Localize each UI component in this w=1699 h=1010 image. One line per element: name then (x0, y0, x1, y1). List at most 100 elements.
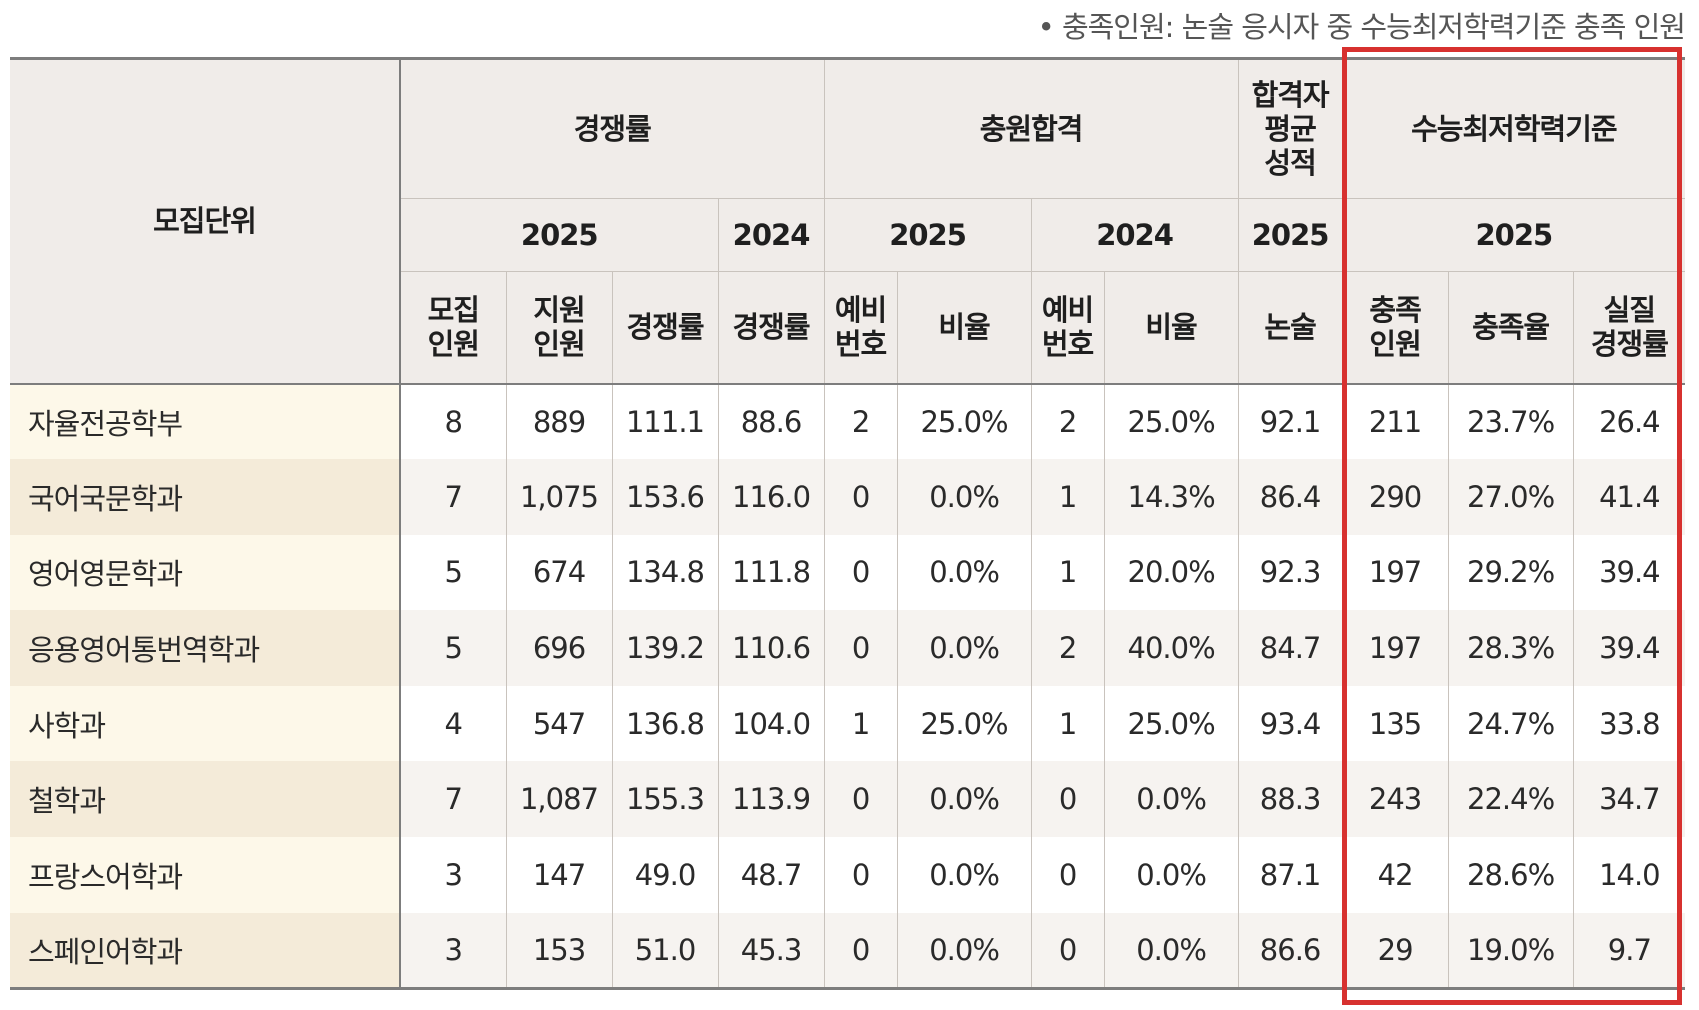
table-cell: 0 (1031, 912, 1105, 990)
column-header-line: 인원 (1369, 327, 1421, 362)
table-row: 국어국문학과 7 1,075 153.6 116.0 0 0.0% 1 14.3% 86.4 290… (10, 459, 1686, 535)
column-header-line: 경쟁률 (626, 310, 704, 345)
table-cell: 1,075 (506, 459, 613, 535)
table-cell: 42 (1342, 837, 1449, 913)
table-cell: 25.0% (1104, 685, 1239, 762)
table-cell: 153.6 (612, 459, 719, 535)
table-cell: 41.4 (1573, 459, 1686, 535)
table-cell: 86.6 (1238, 912, 1343, 990)
column-header-line: 지원 (533, 293, 585, 328)
table-cell: 139.2 (612, 610, 719, 686)
table-cell: 84.7 (1238, 610, 1343, 686)
table-cell: 111.8 (718, 534, 825, 611)
group-average-score: 합격자 평균 성적 (1238, 57, 1343, 199)
table-cell: 25.0% (897, 685, 1032, 762)
table-row: 스페인어학과 3 153 51.0 45.3 0 0.0% 0 0.0% 86.6 29 19.0% 9… (10, 912, 1686, 990)
table-row: 프랑스어학과 3 147 49.0 48.7 0 0.0% 0 0.0% 87.1 42 28.6% 1… (10, 837, 1686, 913)
column-header-line: 번호 (1041, 327, 1094, 362)
table-cell: 9.7 (1573, 912, 1686, 990)
table-cell: 197 (1342, 534, 1449, 611)
table-row: 철학과 7 1,087 155.3 113.9 0 0.0% 0 0.0% 88.3 243 22.4… (10, 761, 1686, 838)
group-average-score-line: 성적 (1264, 146, 1316, 181)
column-header: 실질 경쟁률 (1573, 271, 1686, 385)
column-header-line: 모집 (427, 293, 480, 328)
column-header-line: 경쟁률 (732, 310, 811, 345)
column-header-line: 예비 (1041, 293, 1094, 328)
unit-name: 자율전공학부 (10, 383, 401, 460)
table-cell: 104.0 (718, 685, 825, 762)
table-cell: 0 (824, 459, 898, 535)
table-cell: 0.0% (1104, 761, 1239, 838)
table-cell: 2 (1031, 383, 1105, 460)
year-header: 2024 (1031, 198, 1239, 272)
table-cell: 29.2% (1448, 534, 1574, 611)
table-cell: 92.1 (1238, 383, 1343, 460)
column-header: 지원 인원 (506, 271, 613, 385)
year-header: 2025 (824, 198, 1032, 272)
table-cell: 147 (506, 837, 613, 913)
table-cell: 116.0 (718, 459, 825, 535)
table-cell: 290 (1342, 459, 1449, 535)
table-header: 모집단위 경쟁률 충원합격 합격자 평균 성적 수능최저학력기준 2025 20… (10, 57, 1686, 385)
table-cell: 19.0% (1448, 912, 1574, 990)
table-cell: 25.0% (1104, 383, 1239, 460)
column-header-line: 번호 (834, 327, 887, 362)
table-cell: 34.7 (1573, 761, 1686, 838)
table-cell: 547 (506, 685, 613, 762)
table-row: 응용영어통번역학과 5 696 139.2 110.6 0 0.0% 2 40.0% 84.7 19… (10, 610, 1686, 686)
footnote: • 충족인원: 논술 응시자 중 수능최저학력기준 충족 인원 (1037, 10, 1686, 44)
unit-name: 응용영어통번역학과 (10, 610, 401, 686)
table-cell: 14.0 (1573, 837, 1686, 913)
table-cell: 1 (824, 685, 898, 762)
column-header-line: 인원 (533, 327, 585, 362)
table-cell: 5 (400, 610, 507, 686)
column-header: 예비 번호 (824, 271, 898, 385)
column-header-line: 인원 (427, 327, 480, 362)
table-cell: 51.0 (612, 912, 719, 990)
column-header-line: 논술 (1264, 310, 1316, 345)
column-header-line: 충족 (1369, 293, 1421, 328)
column-header-line: 충족율 (1472, 310, 1550, 345)
table-cell: 0 (824, 610, 898, 686)
table-cell: 136.8 (612, 685, 719, 762)
table-cell: 3 (400, 837, 507, 913)
group-competition: 경쟁률 (400, 57, 825, 199)
table-cell: 0.0% (897, 761, 1032, 838)
column-header: 충족 인원 (1342, 271, 1449, 385)
table-cell: 113.9 (718, 761, 825, 838)
year-header: 2025 (1238, 198, 1343, 272)
table-cell: 1 (1031, 534, 1105, 611)
unit-name: 철학과 (10, 761, 401, 838)
table-cell: 1 (1031, 459, 1105, 535)
table-cell: 0.0% (1104, 912, 1239, 990)
year-header: 2024 (718, 198, 825, 272)
table-cell: 27.0% (1448, 459, 1574, 535)
table-cell: 22.4% (1448, 761, 1574, 838)
column-header: 경쟁률 (612, 271, 719, 385)
table-cell: 0.0% (897, 837, 1032, 913)
table-cell: 28.3% (1448, 610, 1574, 686)
column-header-line: 실질 (1603, 293, 1656, 328)
table-row: 자율전공학부 8 889 111.1 88.6 2 25.0% 2 25.0% 92.1 211 23… (10, 383, 1686, 460)
table-cell: 674 (506, 534, 613, 611)
table-cell: 23.7% (1448, 383, 1574, 460)
table-cell: 153 (506, 912, 613, 990)
unit-header: 모집단위 (10, 57, 401, 385)
table-cell: 0.0% (897, 610, 1032, 686)
column-header: 예비 번호 (1031, 271, 1105, 385)
table-cell: 26.4 (1573, 383, 1686, 460)
column-header-line: 경쟁률 (1590, 327, 1669, 362)
table-cell: 20.0% (1104, 534, 1239, 611)
column-header-line: 비율 (1145, 310, 1197, 345)
table-cell: 39.4 (1573, 610, 1686, 686)
table-cell: 5 (400, 534, 507, 611)
table-cell: 134.8 (612, 534, 719, 611)
table-cell: 0 (824, 837, 898, 913)
column-header: 논술 (1238, 271, 1343, 385)
column-header-line: 예비 (834, 293, 887, 328)
group-average-score-line: 평균 (1264, 111, 1316, 146)
table-cell: 197 (1342, 610, 1449, 686)
table-cell: 110.6 (718, 610, 825, 686)
table-cell: 86.4 (1238, 459, 1343, 535)
table-cell: 2 (824, 383, 898, 460)
